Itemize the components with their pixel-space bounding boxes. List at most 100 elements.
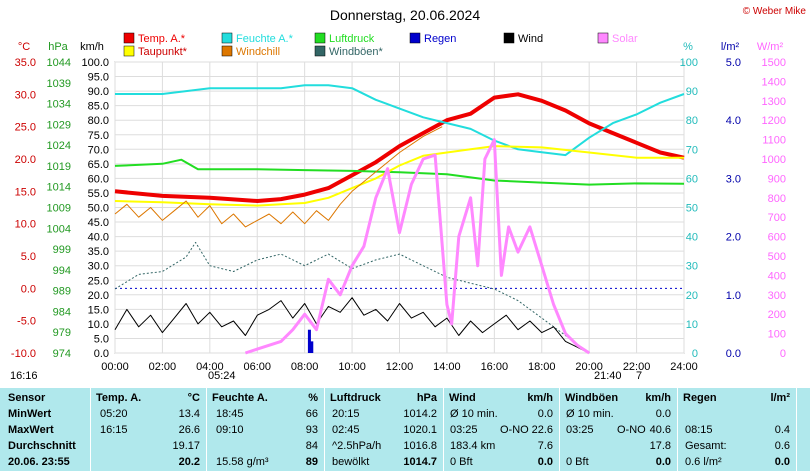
stat-rain-time: 08:15 xyxy=(685,424,713,436)
tick-degC: 35.0 xyxy=(15,57,36,69)
tick-x: 12:00 xyxy=(386,361,414,373)
axis-title-lm2: l/m² xyxy=(721,41,740,53)
legend-swatch xyxy=(597,32,609,44)
stat-pres-value: 1020.1 xyxy=(403,424,437,436)
tick-wm2: 100 xyxy=(768,329,786,341)
stat-wind-value: 0.0 xyxy=(537,408,553,420)
tick-wm2: 1200 xyxy=(762,115,786,127)
header-wind: Wind xyxy=(449,392,476,404)
stat-pres-value: 1014.2 xyxy=(403,408,437,420)
legend-swatch xyxy=(409,32,421,44)
plot-grid xyxy=(114,61,685,354)
legend-label: Taupunkt* xyxy=(138,46,188,58)
tick-x: 04:00 xyxy=(196,361,224,373)
tick-degC: 10.0 xyxy=(15,219,36,231)
stat-gust-value: 0.0 xyxy=(655,456,671,468)
series-windchill xyxy=(114,126,443,228)
legend-label: Solar xyxy=(612,33,638,45)
tick-pct: 40 xyxy=(686,232,698,244)
tick-lm2: 2.0 xyxy=(726,232,741,244)
tick-hPa: 1034 xyxy=(47,99,71,111)
credit-label: © Weber Mike xyxy=(743,6,807,17)
stat-wind-value: 0.0 xyxy=(537,456,553,468)
tick-x: 14:00 xyxy=(433,361,461,373)
tick-hPa: 979 xyxy=(53,327,71,339)
stat-pres-time: 02:45 xyxy=(332,424,360,436)
stat-gust-value: 0.0 xyxy=(655,408,671,420)
stat-hum-value: 66 xyxy=(305,408,318,420)
tick-kmh: 75.0 xyxy=(88,130,109,142)
stat-rain-value: 0.4 xyxy=(774,424,790,436)
moonset-time: 16:16 xyxy=(10,370,38,382)
stat-pres-time: 20:15 xyxy=(332,408,360,420)
tick-kmh: 30.0 xyxy=(88,261,109,273)
rain-bar xyxy=(310,341,314,353)
stat-wind-direction: O-NO xyxy=(500,424,529,436)
tick-pct: 10 xyxy=(686,319,698,331)
tick-x: 22:00 xyxy=(623,361,651,373)
tick-kmh: 10.0 xyxy=(88,319,109,331)
tick-x: 18:00 xyxy=(528,361,556,373)
tick-kmh: 100.0 xyxy=(81,57,109,69)
tick-wm2: 800 xyxy=(768,193,786,205)
tick-lm2: 4.0 xyxy=(726,115,741,127)
stat-temp-value: 19.17 xyxy=(172,440,200,452)
tick-wm2: 1000 xyxy=(762,154,786,166)
tick-pct: 80 xyxy=(686,115,698,127)
tick-pct: 60 xyxy=(686,173,698,185)
legend-swatch xyxy=(314,45,326,57)
tick-x: 00:00 xyxy=(101,361,129,373)
stat-rain-time: Gesamt: xyxy=(685,440,727,452)
stat-gust-time: Ø 10 min. xyxy=(566,408,614,420)
header-hum: Feuchte A. xyxy=(212,392,268,404)
sunrise-time: 05:24 xyxy=(208,370,236,382)
tick-wm2: 1100 xyxy=(762,135,786,147)
stats-table: Sensor Temp. A. °C Feuchte A. % Luftdruc… xyxy=(0,388,810,471)
tick-kmh: 15.0 xyxy=(88,304,109,316)
legend-label: Feuchte A.* xyxy=(236,33,294,45)
tick-kmh: 0.0 xyxy=(94,348,109,360)
tick-wm2: 600 xyxy=(768,232,786,244)
stat-pres-value: 1014.7 xyxy=(403,456,437,468)
axis-title-wm2: W/m² xyxy=(757,41,784,53)
header-temp-unit: °C xyxy=(187,392,200,404)
legend-swatch xyxy=(503,32,515,44)
moonrise-label: 7 xyxy=(636,370,643,382)
tick-lm2: 3.0 xyxy=(726,173,741,185)
weather-chart: Donnerstag, 20.06.2024 © Weber Mike Temp… xyxy=(11,6,807,373)
tick-pct: 0 xyxy=(692,348,698,360)
tick-kmh: 20.0 xyxy=(88,290,109,302)
legend-label: Luftdruck xyxy=(329,33,375,45)
stat-pres-time: bewölkt xyxy=(332,456,370,468)
header-rain-unit: l/m² xyxy=(770,392,790,404)
axis-title-hPa: hPa xyxy=(48,41,68,53)
series-solar xyxy=(244,138,591,355)
header-rain: Regen xyxy=(683,392,717,404)
tick-wm2: 200 xyxy=(768,309,786,321)
chart-title: Donnerstag, 20.06.2024 xyxy=(330,7,480,23)
stat-row-label: MaxWert xyxy=(8,424,54,436)
stat-hum-time: 15.58 g/m³ xyxy=(216,456,269,468)
tick-pct: 20 xyxy=(686,290,698,302)
stat-hum-value: 84 xyxy=(305,440,318,452)
tick-kmh: 65.0 xyxy=(88,159,109,171)
stat-temp-value: 13.4 xyxy=(178,408,200,420)
axis-title-pct: % xyxy=(683,41,693,53)
stat-hum-value: 89 xyxy=(305,456,318,468)
stat-wind-value: 22.6 xyxy=(531,424,553,436)
stat-temp-value: 20.2 xyxy=(178,456,200,468)
stat-row-label: Durchschnitt xyxy=(8,440,76,452)
tick-wm2: 500 xyxy=(768,251,786,263)
tick-wm2: 0 xyxy=(780,348,786,360)
header-hum-unit: % xyxy=(308,392,318,404)
tick-wm2: 900 xyxy=(768,173,786,185)
stat-wind-time: 0 Bft xyxy=(450,456,473,468)
stat-pres-value: 1016.8 xyxy=(403,440,437,452)
stat-temp-time: 16:15 xyxy=(100,424,128,436)
tick-x: 24:00 xyxy=(670,361,698,373)
legend-swatch xyxy=(123,32,135,44)
tick-kmh: 80.0 xyxy=(88,115,109,127)
tick-hPa: 1044 xyxy=(47,57,71,69)
tick-degC: 25.0 xyxy=(15,122,36,134)
tick-hPa: 1004 xyxy=(47,223,71,235)
